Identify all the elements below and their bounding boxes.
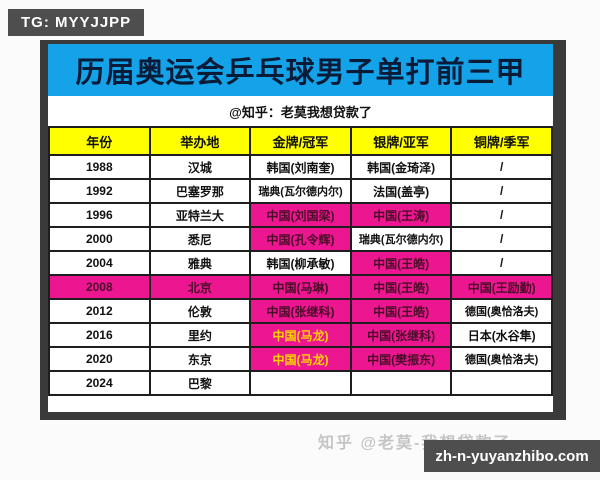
host-cell: 里约 bbox=[148, 322, 252, 348]
tg-badge: TG: MYYJJPP bbox=[8, 9, 145, 36]
host-cell: 伦敦 bbox=[148, 298, 252, 324]
year-cell: 2016 bbox=[48, 322, 151, 348]
bronze-cell: 德国(奥恰洛夫) bbox=[450, 346, 553, 372]
col-header-host: 举办地 bbox=[148, 126, 252, 156]
gold-cell: 韩国(刘南奎) bbox=[249, 154, 352, 180]
host-cell: 雅典 bbox=[148, 250, 252, 276]
year-cell: 1996 bbox=[48, 202, 151, 228]
bronze-cell: 德国(奥恰洛夫) bbox=[450, 298, 553, 324]
results-table-body: 1988 汉城 韩国(刘南奎) 韩国(金琦泽)/1992 巴塞罗那 瑞典(瓦尔德内尔) 法国… bbox=[48, 154, 553, 396]
host-cell: 悉尼 bbox=[148, 226, 252, 252]
silver-cell bbox=[349, 370, 453, 396]
silver-cell: 中国(樊振东) bbox=[349, 346, 453, 372]
col-header-silver: 银牌/亚军 bbox=[349, 126, 453, 156]
page-title: 历届奥运会乒乓球男子单打前三甲 bbox=[75, 55, 526, 89]
gold-cell: 中国(马琳) bbox=[249, 274, 352, 300]
gold-cell: 中国(马龙) bbox=[249, 322, 352, 348]
host-cell: 亚特兰大 bbox=[148, 202, 252, 228]
table-row: 2012 伦敦 中国(张继科) 中国(王皓) 德国(奥恰洛夫) bbox=[48, 298, 553, 324]
table-row: 2000 悉尼 中国(孔令辉) 瑞典(瓦尔德内尔) / bbox=[48, 226, 553, 252]
gold-cell bbox=[249, 370, 352, 396]
silver-cell: 中国(王涛) bbox=[349, 202, 453, 228]
subtitle-credit: @知乎：老莫我想贷款了 bbox=[48, 96, 553, 126]
col-header-year: 年份 bbox=[48, 126, 151, 156]
bronze-cell: / bbox=[450, 202, 553, 228]
gold-cell: 中国(马龙) bbox=[249, 346, 352, 372]
bronze-cell: / bbox=[450, 154, 553, 180]
bronze-cell: / bbox=[450, 250, 553, 276]
year-cell: 2000 bbox=[48, 226, 151, 252]
silver-cell: 中国(张继科) bbox=[349, 322, 453, 348]
infographic-card: 历届奥运会乒乓球男子单打前三甲 @知乎：老莫我想贷款了 年份 举办地 金牌/冠军… bbox=[40, 40, 566, 420]
host-cell: 汉城 bbox=[148, 154, 252, 180]
year-cell: 2008 bbox=[48, 274, 151, 300]
bronze-cell: / bbox=[450, 178, 553, 204]
silver-cell: 法国(盖亭) bbox=[349, 178, 453, 204]
year-cell: 2012 bbox=[48, 298, 151, 324]
table-row: 1996 亚特兰大 中国(刘国梁) 中国(王涛) / bbox=[48, 202, 553, 228]
table-row: 2004 雅典 韩国(柳承敏) 中国(王皓) / bbox=[48, 250, 553, 276]
results-table: 年份 举办地 金牌/冠军 银牌/亚军 铜牌/季军 1988 汉城 韩国(刘南奎) 韩国… bbox=[48, 126, 553, 396]
col-header-gold: 金牌/冠军 bbox=[249, 126, 352, 156]
gold-cell: 韩国(柳承敏) bbox=[249, 250, 352, 276]
table-row: 1992 巴塞罗那 瑞典(瓦尔德内尔) 法国(盖亭) / bbox=[48, 178, 553, 204]
bronze-cell: 中国(王励勤) bbox=[450, 274, 553, 300]
card-footer bbox=[48, 396, 553, 412]
table-row: 2008 北京 中国(马琳) 中国(王皓) 中国(王励勤) bbox=[48, 274, 553, 300]
table-row: 2024 巴黎 bbox=[48, 370, 553, 396]
gold-cell: 瑞典(瓦尔德内尔) bbox=[249, 178, 352, 204]
year-cell: 1988 bbox=[48, 154, 151, 180]
year-cell: 1992 bbox=[48, 178, 151, 204]
silver-cell: 中国(王皓) bbox=[349, 250, 453, 276]
table-row: 2020 东京 中国(马龙) 中国(樊振东) 德国(奥恰洛夫) bbox=[48, 346, 553, 372]
bronze-cell: 日本(水谷隼) bbox=[450, 322, 553, 348]
table-row: 1988 汉城 韩国(刘南奎) 韩国(金琦泽) / bbox=[48, 154, 553, 180]
silver-cell: 中国(王皓) bbox=[349, 274, 453, 300]
col-header-bronze: 铜牌/季军 bbox=[450, 126, 553, 156]
host-cell: 北京 bbox=[148, 274, 252, 300]
bronze-cell bbox=[450, 370, 553, 396]
silver-cell: 中国(王皓) bbox=[349, 298, 453, 324]
title-band: 历届奥运会乒乓球男子单打前三甲 bbox=[48, 44, 553, 96]
silver-cell: 瑞典(瓦尔德内尔) bbox=[349, 226, 453, 252]
gold-cell: 中国(孔令辉) bbox=[249, 226, 352, 252]
header-row: 年份 举办地 金牌/冠军 银牌/亚军 铜牌/季军 bbox=[48, 126, 553, 156]
host-cell: 巴塞罗那 bbox=[148, 178, 252, 204]
silver-cell: 韩国(金琦泽) bbox=[349, 154, 453, 180]
site-badge: zh-n-yuyanzhibo.com bbox=[424, 440, 600, 472]
year-cell: 2020 bbox=[48, 346, 151, 372]
host-cell: 巴黎 bbox=[148, 370, 252, 396]
gold-cell: 中国(刘国梁) bbox=[249, 202, 352, 228]
table-row: 2016 里约 中国(马龙) 中国(张继科) 日本(水谷隼) bbox=[48, 322, 553, 348]
bronze-cell: / bbox=[450, 226, 553, 252]
year-cell: 2004 bbox=[48, 250, 151, 276]
year-cell: 2024 bbox=[48, 370, 151, 396]
host-cell: 东京 bbox=[148, 346, 252, 372]
gold-cell: 中国(张继科) bbox=[249, 298, 352, 324]
